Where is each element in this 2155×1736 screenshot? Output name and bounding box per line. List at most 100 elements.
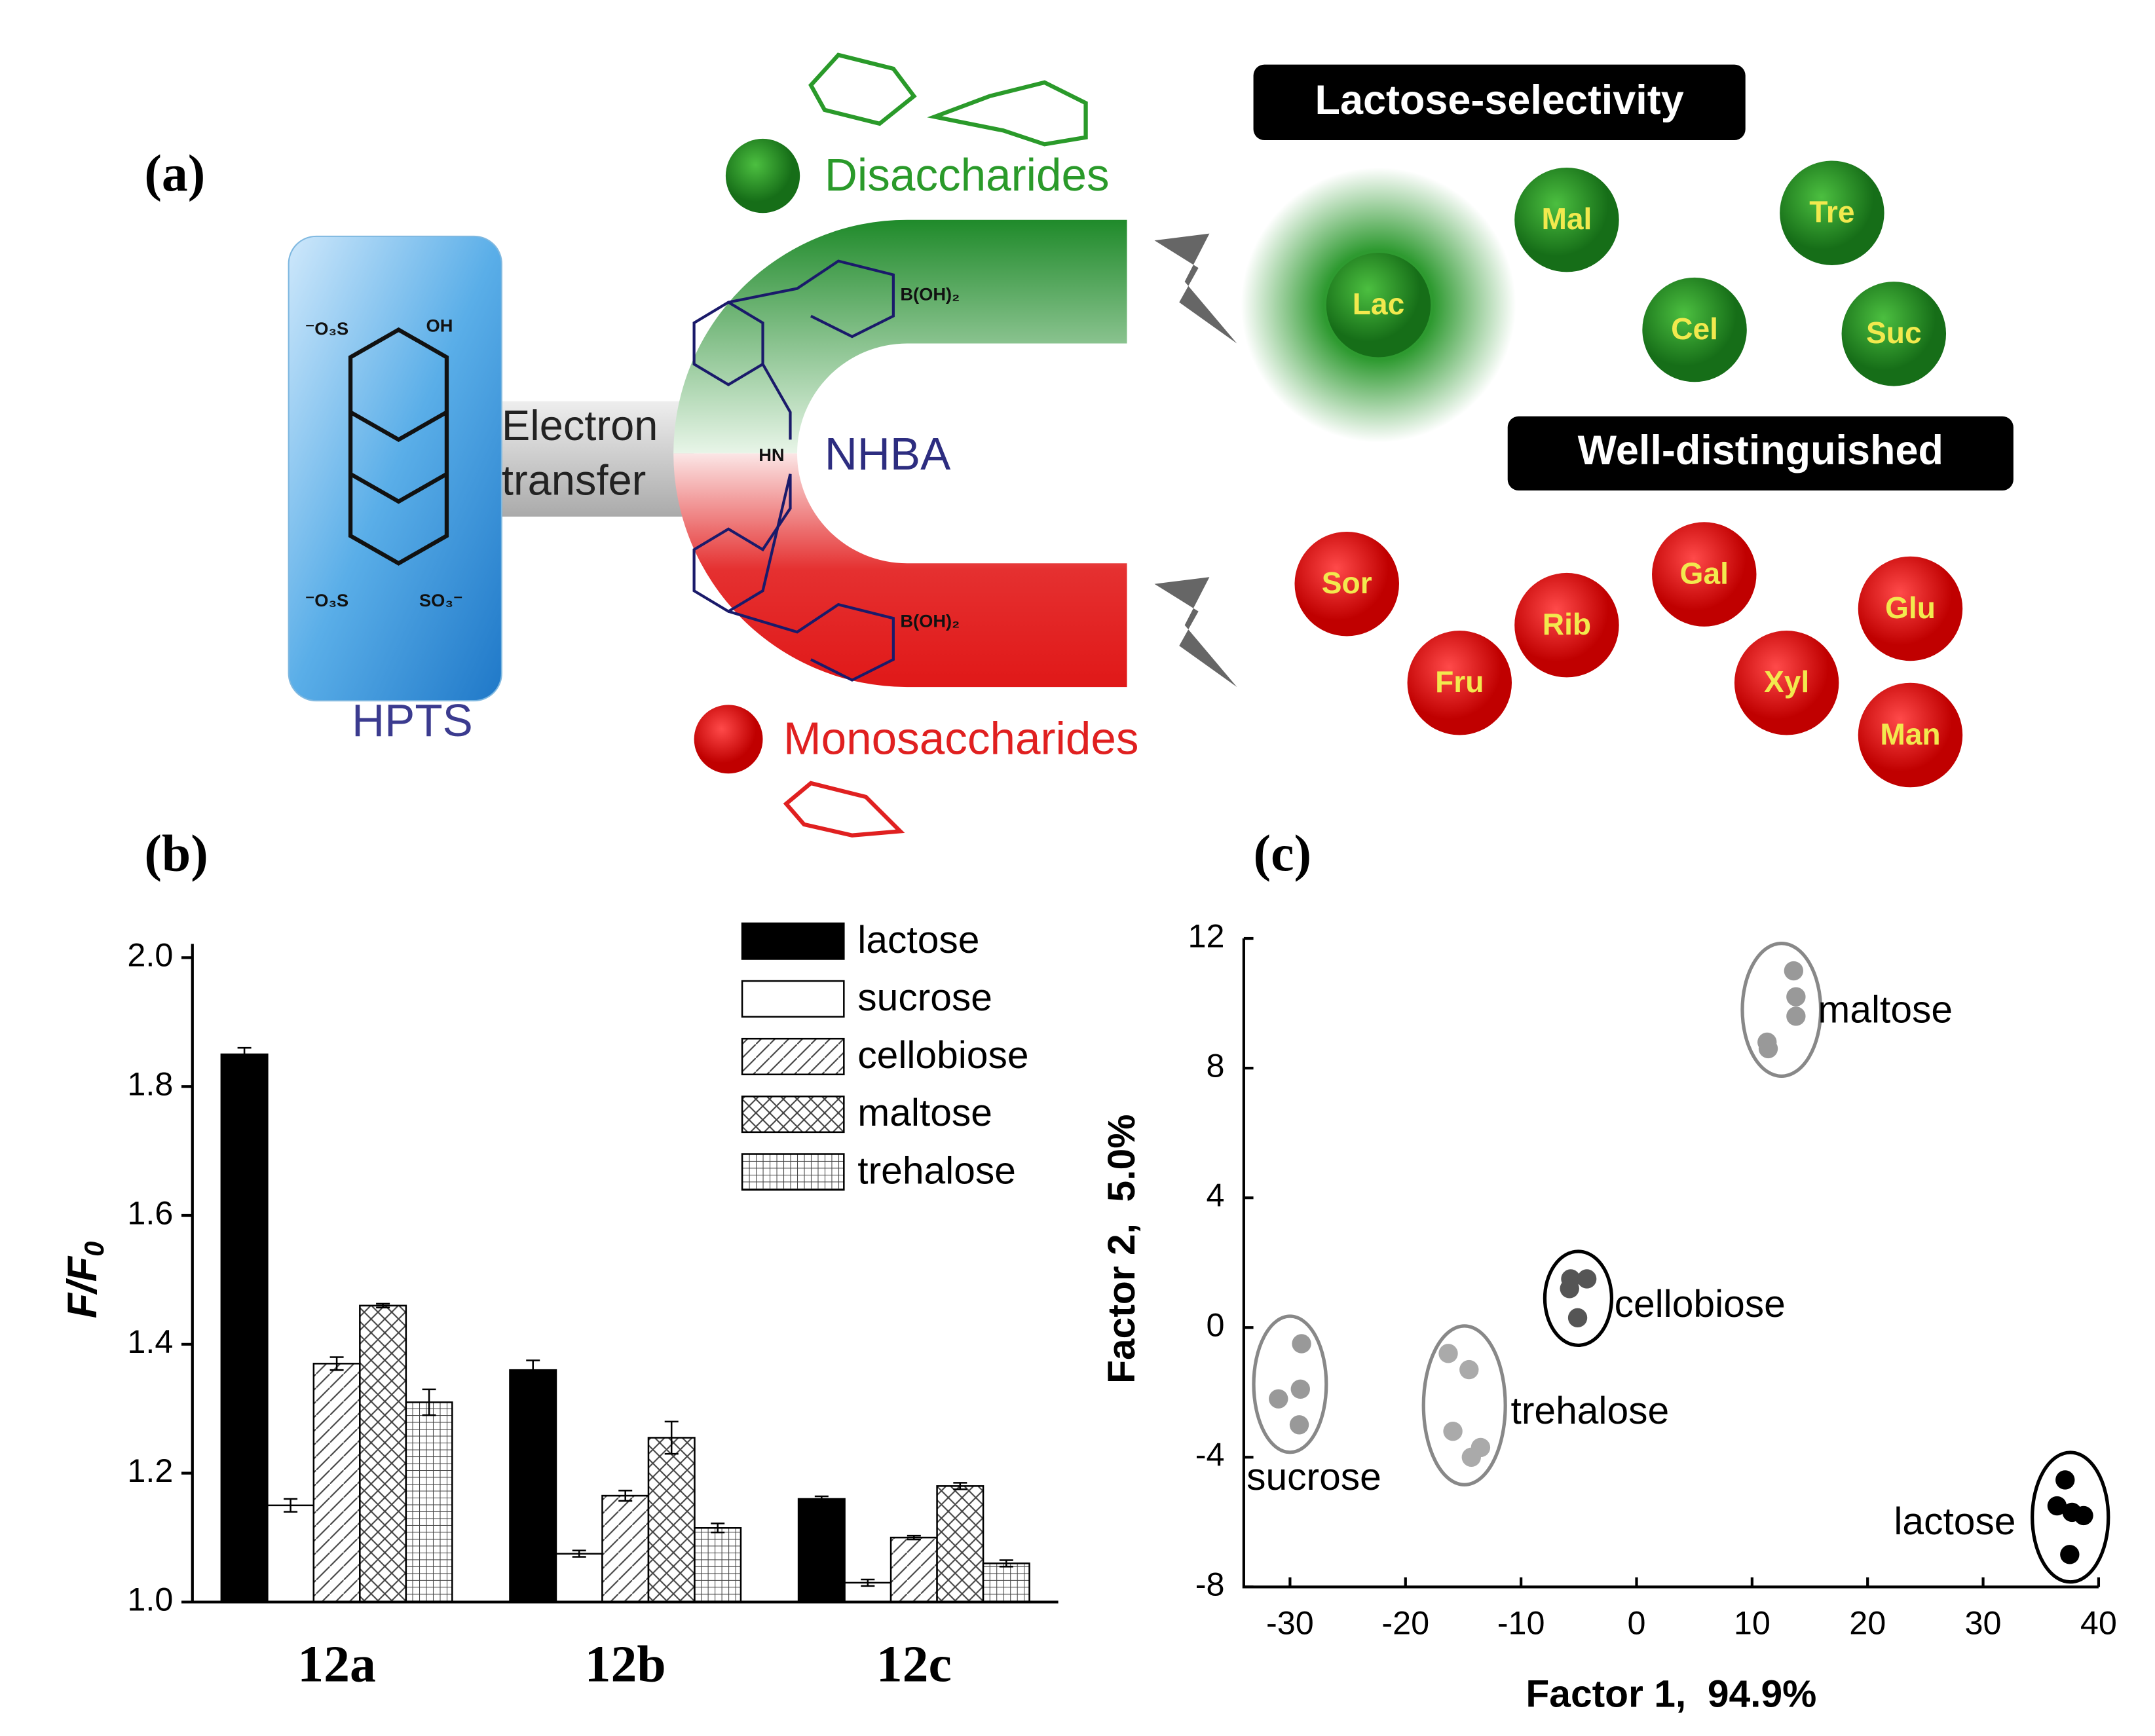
hpts-box (288, 235, 502, 702)
series-label: cellobiose (1615, 1283, 1786, 1325)
sugar-ball (1858, 556, 1963, 661)
bar (936, 1485, 984, 1603)
sugar-label: Man (1880, 717, 1940, 751)
point (1443, 1421, 1463, 1441)
sugar-ball (1642, 277, 1747, 382)
legend-ball (694, 705, 763, 774)
y-tick-label: -4 (1195, 1436, 1225, 1473)
x-tick-label: -20 (1381, 1604, 1429, 1641)
point (1786, 987, 1806, 1007)
panel-label: (c) (1254, 825, 1311, 883)
point (1577, 1269, 1597, 1289)
y-tick-label: 0 (1207, 1306, 1225, 1344)
lactose-tag: Lactose-selectivity (1315, 77, 1684, 123)
x-tick-label: -10 (1497, 1604, 1545, 1641)
y-tick-label: 1.6 (127, 1194, 173, 1231)
panel-label: (a) (144, 145, 205, 202)
legend-label: trehalose (857, 1149, 1016, 1192)
bar (312, 1363, 361, 1603)
error-bar (422, 1388, 436, 1416)
legend-swatch (741, 980, 845, 1018)
sugar-label: Fru (1435, 665, 1484, 699)
nhba-label: NHBA (825, 428, 951, 479)
sugar-label: Tre (1809, 194, 1854, 229)
point (1461, 1447, 1481, 1467)
bar (555, 1553, 603, 1603)
error-bar (907, 1534, 921, 1541)
sugar-label: Rib (1543, 607, 1591, 641)
x-axis-label: Factor 1, 94.9% (1526, 1673, 1816, 1716)
point (2060, 1545, 2080, 1564)
sugar-label: Mal (1541, 202, 1592, 236)
bar (982, 1562, 1030, 1603)
x-tick-label: 12a (297, 1636, 376, 1693)
series-label: trehalose (1511, 1390, 1670, 1432)
hpts-label: HPTS (352, 695, 473, 746)
sugar-ball (1326, 253, 1431, 358)
x-tick-label: 10 (1734, 1604, 1771, 1641)
cluster-ring (1740, 941, 1823, 1078)
error-bar (814, 1495, 829, 1503)
bar (601, 1494, 650, 1603)
sugar-label: Suc (1866, 316, 1922, 350)
tag-box (1507, 416, 2014, 491)
bar (405, 1401, 453, 1603)
panel-label: (b) (144, 825, 208, 883)
point (1758, 1039, 1778, 1059)
sugar-label: Lac (1353, 287, 1405, 321)
bar (509, 1369, 557, 1603)
y-tick-label: -8 (1195, 1566, 1225, 1603)
series-label: maltose (1818, 989, 1953, 1031)
chem-label: ⁻O₃S (305, 590, 348, 610)
bar (359, 1304, 407, 1603)
chem-label: B(OH)₂ (900, 284, 960, 304)
point (2055, 1470, 2075, 1490)
legend-swatch (741, 1153, 845, 1191)
error-bar (572, 1549, 586, 1558)
x-tick-label: 0 (1627, 1604, 1645, 1641)
point (1269, 1389, 1288, 1409)
chem-label: SO₃⁻ (419, 590, 462, 610)
sugar-ball (1841, 282, 1947, 386)
sugar-ball (1734, 631, 1839, 735)
point (1784, 961, 1804, 981)
transfer-label: transfer (502, 456, 646, 504)
point (1290, 1379, 1310, 1399)
point (2047, 1496, 2067, 1516)
bar (694, 1527, 742, 1603)
magnet-top (673, 219, 1127, 454)
error-bar (999, 1559, 1013, 1568)
legend-ball (725, 138, 800, 213)
bar (647, 1437, 696, 1603)
sugar-ball (1858, 682, 1963, 788)
chem-label: B(OH)₂ (900, 611, 960, 631)
x-tick-label: 12b (585, 1636, 666, 1693)
error-bar (953, 1482, 967, 1490)
axes (191, 944, 1059, 1604)
sugar-ball (1780, 160, 1884, 265)
sugar-ball (1652, 522, 1757, 627)
sugar-ball (1294, 531, 1399, 637)
x-tick-label: 12c (876, 1636, 952, 1693)
pyrene (348, 327, 449, 566)
sugar-ball (1407, 631, 1512, 735)
point (1567, 1308, 1588, 1328)
point (1560, 1279, 1579, 1299)
legend-label: cellobiose (857, 1034, 1028, 1077)
legend-label: maltose (857, 1092, 992, 1134)
error-bar (376, 1302, 390, 1308)
y-tick-label: 1.4 (127, 1323, 173, 1360)
y-axis-label-main: F/F (60, 1255, 105, 1318)
error-bar (711, 1523, 725, 1534)
x-tick-label: 20 (1849, 1604, 1886, 1641)
monosaccharides-label: Monosaccharides (783, 712, 1139, 764)
bar (267, 1504, 315, 1603)
chem-label: HN (759, 445, 784, 465)
point (1292, 1334, 1311, 1354)
magnet-bottom (673, 453, 1127, 688)
y-axis-label: Factor 2, 5.0% (1100, 1115, 1143, 1384)
series-label: lactose (1894, 1500, 2015, 1543)
cluster-ring (2031, 1450, 2110, 1584)
cluster-ring (1543, 1249, 1614, 1347)
nhba-structure (692, 259, 895, 682)
